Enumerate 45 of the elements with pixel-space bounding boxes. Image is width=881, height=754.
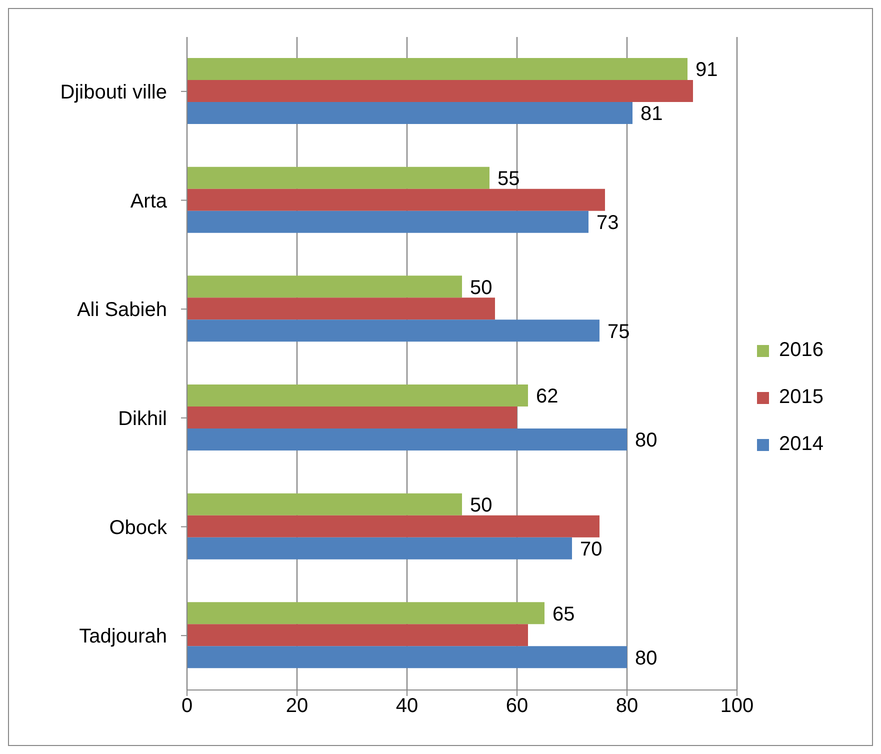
bar: [187, 210, 588, 233]
bar: [187, 80, 693, 102]
data-label: 80: [635, 430, 658, 452]
x-tick-label: 0: [181, 695, 193, 718]
y-tick-label: Obock: [109, 516, 168, 539]
bar: [187, 624, 528, 646]
bar: [187, 166, 490, 189]
data-label: 91: [696, 59, 718, 82]
bar: [187, 602, 544, 624]
data-label: 81: [640, 103, 663, 126]
bar: [187, 276, 462, 298]
data-label: 73: [596, 212, 619, 234]
y-tick-label: Dikhil: [118, 408, 167, 430]
bar: [187, 406, 517, 428]
bar: [187, 298, 495, 320]
bar: [187, 320, 600, 342]
y-tick-label: Djibouti ville: [60, 82, 167, 104]
bar: [187, 384, 528, 406]
bar: [187, 102, 632, 124]
bar: [187, 58, 688, 80]
legend-label: 2015: [779, 386, 824, 409]
x-tick-label: 100: [720, 695, 754, 718]
bar: [187, 515, 600, 538]
bar: [187, 428, 627, 450]
bar: [187, 646, 627, 668]
bar: [187, 188, 605, 211]
data-label: 62: [536, 386, 558, 408]
x-tick-label: 60: [506, 695, 528, 718]
data-label: 50: [470, 494, 492, 516]
bar: [187, 537, 572, 560]
bar: [187, 493, 462, 516]
x-tick-label: 80: [616, 695, 638, 718]
data-label: 75: [608, 320, 630, 343]
legend-label: 2016: [779, 339, 824, 362]
data-label: 55: [498, 168, 520, 190]
x-tick-label: 40: [396, 695, 418, 718]
data-label: 80: [635, 647, 658, 670]
data-label: 50: [470, 276, 492, 299]
data-label: 70: [580, 538, 602, 560]
x-tick-label: 20: [286, 695, 308, 718]
y-tick-label: Tadjourah: [79, 626, 167, 648]
legend-label: 2014: [779, 433, 824, 456]
data-label: 65: [552, 603, 575, 626]
y-tick-label: Arta: [130, 190, 168, 212]
y-tick-label: Ali Sabieh: [76, 299, 167, 322]
